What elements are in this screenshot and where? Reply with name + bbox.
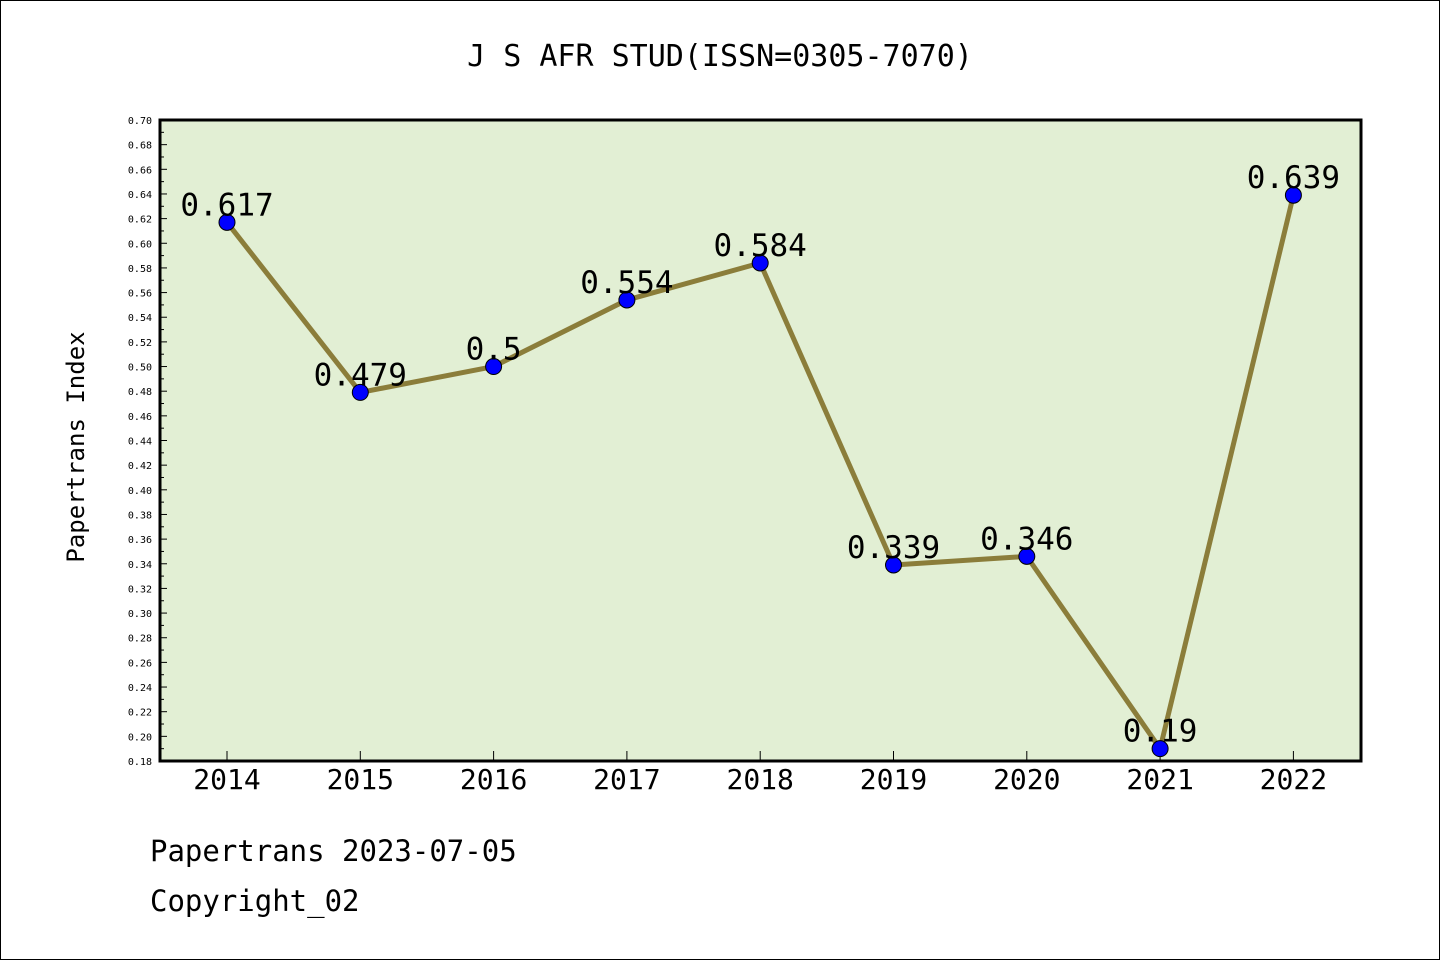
data-point (351, 383, 369, 401)
x-tick-label: 2020 (993, 763, 1060, 796)
x-tick-label: 2015 (327, 763, 394, 796)
y-axis-label: Papertrans Index (62, 331, 90, 562)
y-tick-label: 0.66 (128, 165, 152, 176)
data-point (1018, 547, 1036, 565)
data-label: 0.19 (1123, 714, 1198, 750)
y-tick-label: 0.68 (128, 141, 152, 152)
data-label: 0.554 (580, 265, 673, 301)
y-tick-label: 0.22 (128, 708, 152, 719)
data-point (885, 556, 902, 574)
x-tick-label: 2021 (1126, 763, 1193, 796)
y-tick-label: 0.50 (128, 363, 152, 374)
y-tick-label: 0.34 (128, 560, 152, 571)
footer-date: Papertrans 2023-07-05 (150, 834, 517, 868)
y-tick-label: 0.44 (128, 437, 152, 448)
data-label: 0.346 (980, 521, 1073, 557)
x-tick-label: 2016 (460, 763, 527, 796)
point-layer (218, 186, 1302, 758)
data-label: 0.584 (714, 228, 807, 264)
data-label: 0.5 (466, 332, 522, 368)
data-point (485, 358, 503, 376)
plot-area (158, 118, 1363, 763)
data-point (218, 213, 236, 231)
x-tick-label: 2019 (860, 763, 927, 796)
data-point (618, 291, 636, 309)
x-tick-label: 2018 (726, 763, 793, 796)
y-tick-label: 0.70 (128, 116, 152, 127)
x-tick-label: 2014 (193, 763, 260, 796)
y-tick-label: 0.56 (128, 289, 152, 300)
y-tick-label: 0.30 (128, 609, 152, 620)
data-point (1284, 186, 1302, 204)
chart-title: J S AFR STUD(ISSN=0305-7070) (467, 39, 973, 74)
y-tick-label: 0.20 (128, 732, 152, 743)
y-tick-label: 0.62 (128, 215, 152, 226)
y-tick-label: 0.48 (128, 387, 152, 398)
y-tick-label: 0.26 (128, 658, 152, 669)
y-axis-ticks: 0.18 0.20 0.22 0.24 0.26 0.28 0.30 0.32 0.34 0.36… (128, 116, 167, 768)
y-tick-label: 0.40 (128, 486, 152, 497)
footer-copyright: Copyright_02 (150, 884, 360, 918)
x-axis-ticks: 2014 2015 2016 2017 2018 2019 2020 2021 2022 (193, 751, 1327, 796)
y-tick-label: 0.46 (128, 412, 152, 423)
y-tick-label: 0.52 (128, 338, 152, 349)
y-tick-label: 0.60 (128, 239, 152, 250)
x-tick-label: 2017 (593, 763, 660, 796)
data-point (1151, 740, 1169, 758)
y-tick-label: 0.64 (128, 190, 152, 201)
y-tick-label: 0.24 (128, 683, 152, 694)
y-tick-label: 0.58 (128, 264, 152, 275)
data-label: 0.617 (180, 187, 273, 223)
data-label-layer: 0.617 0.479 0.5 0.554 0.584 0.339 0.346 0.19 0.6… (180, 160, 1340, 749)
y-tick-label: 0.54 (128, 313, 152, 324)
y-tick-label: 0.36 (128, 535, 152, 546)
y-tick-label: 0.42 (128, 461, 152, 472)
data-label: 0.339 (847, 530, 940, 566)
data-label: 0.479 (314, 357, 407, 393)
y-tick-label: 0.38 (128, 510, 152, 521)
y-tick-label: 0.18 (128, 757, 152, 768)
x-tick-label: 2022 (1260, 763, 1327, 796)
data-point (751, 254, 769, 272)
y-tick-label: 0.28 (128, 634, 152, 645)
data-label: 0.639 (1247, 160, 1340, 196)
y-tick-label: 0.32 (128, 584, 152, 595)
